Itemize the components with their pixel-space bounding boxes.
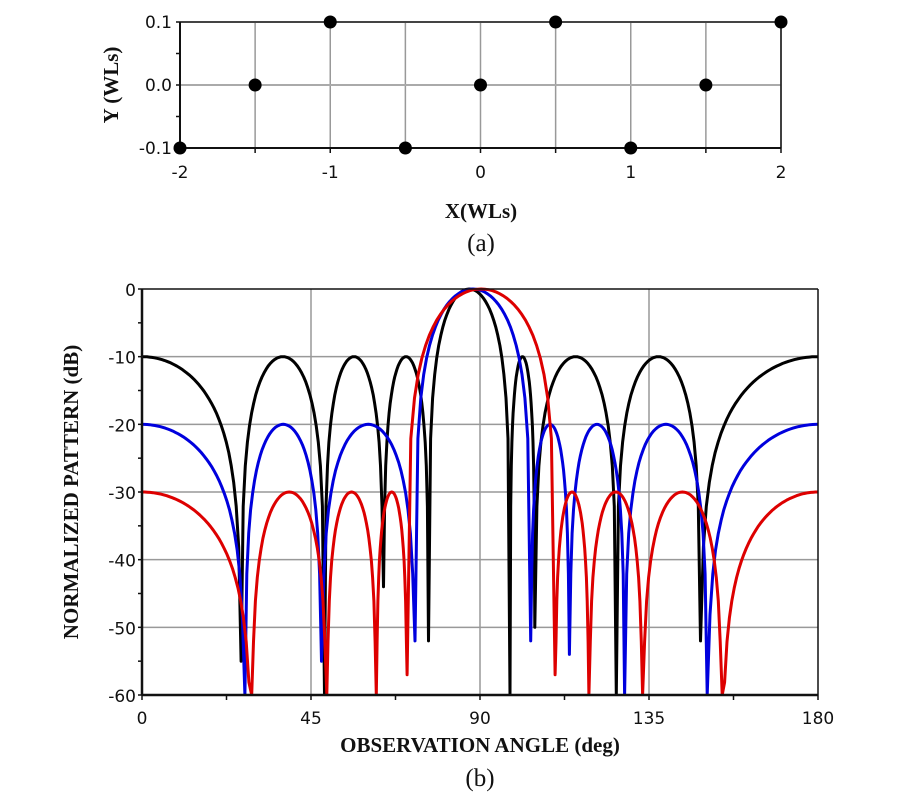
x-tick-label: 180 [802, 709, 834, 729]
array-element-point [549, 15, 563, 29]
array-element-point [173, 141, 187, 155]
y-tick-label: -0.1 [139, 139, 172, 159]
array-element-point [398, 141, 412, 155]
x-tick-label: 135 [633, 709, 665, 729]
array-element-point [474, 78, 487, 92]
y-tick-label: 0.0 [145, 76, 172, 96]
x-tick-label: 1 [625, 163, 636, 183]
x-tick-label: -2 [172, 163, 189, 183]
array-element-point [624, 141, 638, 155]
x-tick-label: 0 [475, 163, 486, 183]
x-axis-title: X(WLs) [445, 199, 517, 223]
array-element-point [323, 15, 337, 29]
y-tick-label: -40 [108, 552, 136, 572]
radiation-pattern-plot: 0 45 90 135 180 0 -10 -20 -30 -40 -50 -60 OBSERVATI… [59, 281, 834, 792]
x-tick-label: 90 [469, 709, 491, 729]
pattern-line-0000dd [142, 287, 819, 696]
x-tick-label: 45 [300, 709, 322, 729]
y-tick-label: 0.1 [145, 13, 172, 33]
axes [176, 21, 782, 153]
y-axis-title: NORMALIZED PATTERN (dB) [59, 345, 83, 639]
element-points [173, 15, 788, 155]
tick-labels: -2 -1 0 1 2 0.1 0.0 -0.1 [139, 13, 787, 183]
array-geometry-plot: -2 -1 0 1 2 0.1 0.0 -0.1 X(WLs) Y (WLs) (a) [99, 13, 788, 257]
grid-lines [142, 289, 818, 695]
x-tick-label: 0 [137, 709, 148, 729]
x-tick-label: 2 [776, 163, 787, 183]
array-element-point [699, 78, 713, 92]
tick-labels: 0 45 90 135 180 0 -10 -20 -30 -40 -50 -60 [108, 281, 834, 729]
y-tick-label: -30 [108, 484, 136, 504]
x-axis-title: OBSERVATION ANGLE (deg) [340, 733, 620, 757]
y-tick-label: -20 [108, 416, 136, 436]
y-tick-label: -10 [108, 349, 136, 369]
y-tick-label: -60 [108, 687, 136, 707]
y-tick-label: -50 [108, 619, 136, 639]
array-element-point [774, 15, 788, 29]
caption-a: (a) [467, 230, 495, 257]
y-axis-title: Y (WLs) [99, 47, 123, 124]
x-tick-label: -1 [322, 163, 339, 183]
caption-b: (b) [465, 765, 494, 792]
axes [138, 288, 819, 700]
array-element-point [248, 78, 262, 92]
y-tick-label: 0 [125, 281, 136, 301]
